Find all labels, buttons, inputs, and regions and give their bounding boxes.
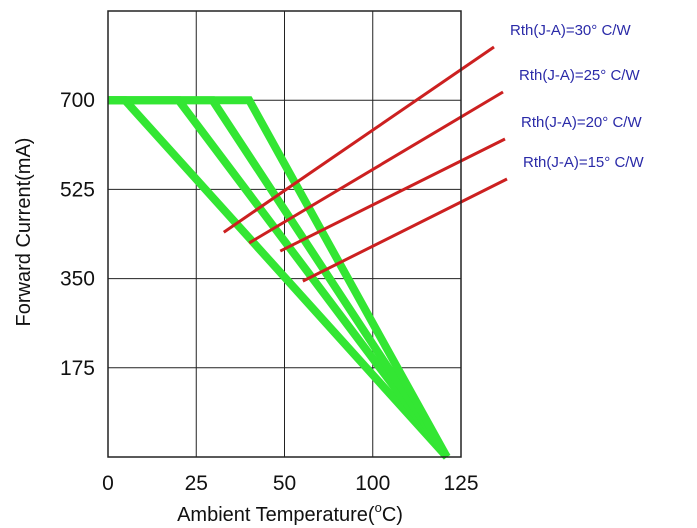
annotation-pointers (222, 45, 508, 283)
y-tick-label: 700 (60, 89, 95, 112)
x-tick-label: 0 (102, 472, 114, 495)
y-tick-label: 525 (60, 178, 95, 201)
x-tick-label: 100 (355, 472, 390, 495)
series-label: Rth(J-A)=20° C/W (521, 114, 642, 131)
series-label: Rth(J-A)=25° C/W (519, 67, 640, 84)
annotation-pointer (302, 177, 508, 283)
y-axis-label: Forward Current(mA) (13, 138, 35, 327)
y-tick-labels: 175 350 525 700 (60, 89, 95, 380)
plot-frame (107, 10, 462, 458)
x-tick-label: 125 (443, 472, 478, 495)
annotation-pointer (222, 45, 495, 234)
derating-lines (108, 96, 451, 460)
series-label: Rth(J-A)=15° C/W (523, 154, 644, 171)
x-axis-label: Ambient Temperature(oC) (177, 500, 403, 526)
derating-line (108, 96, 451, 459)
y-tick-label: 175 (60, 357, 95, 380)
x-tick-label: 50 (273, 472, 296, 495)
x-tick-label: 25 (185, 472, 208, 495)
series-label: Rth(J-A)=30° C/W (510, 22, 631, 39)
x-tick-labels: 0 25 50 100 125 (102, 472, 478, 495)
series-annotations: Rth(J-A)=30° C/W Rth(J-A)=25° C/W Rth(J-A)… (510, 22, 644, 171)
y-tick-label: 350 (60, 268, 95, 291)
annotation-pointer (279, 137, 506, 253)
